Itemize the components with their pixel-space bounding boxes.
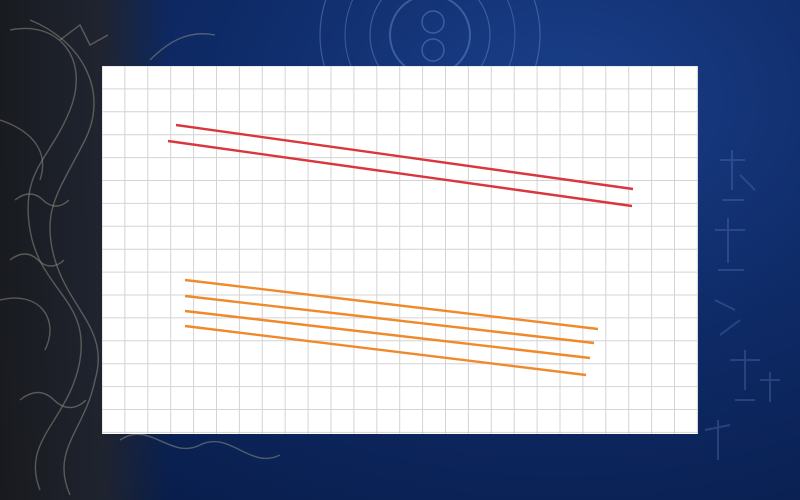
red-line-pair — [167, 123, 634, 208]
orange-line-1 — [184, 278, 599, 331]
orange-line-group — [184, 278, 599, 377]
orange-line-2 — [184, 294, 595, 345]
grid-panel — [102, 66, 698, 434]
calligraphy-icon — [704, 150, 780, 460]
dragon-icon — [0, 19, 281, 496]
orange-line-3 — [184, 309, 591, 360]
grid-lines — [102, 66, 698, 434]
line-figure — [102, 66, 698, 434]
orange-line-4 — [184, 324, 587, 377]
red-line-top — [175, 123, 634, 191]
red-line-bottom — [167, 139, 633, 208]
